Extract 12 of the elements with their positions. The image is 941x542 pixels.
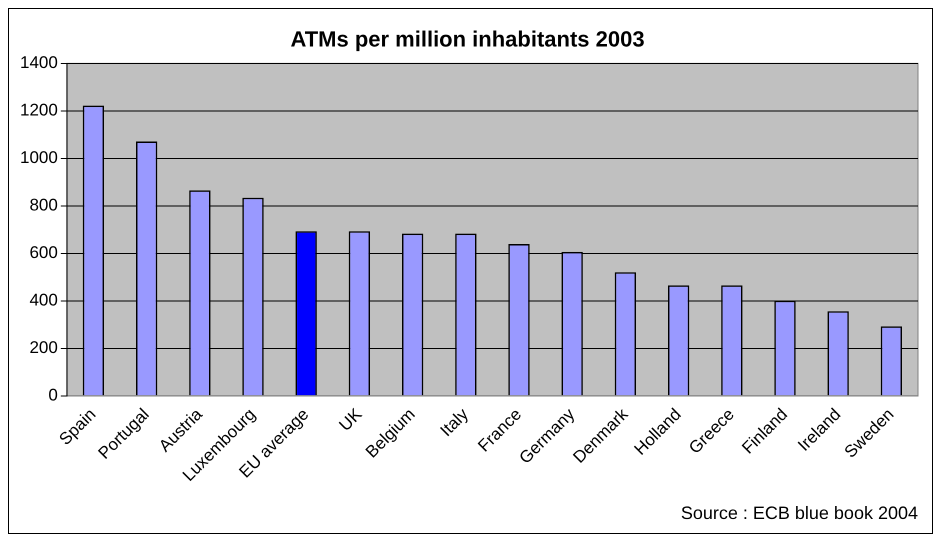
- y-tick-label: 0: [48, 385, 58, 404]
- y-tick-label: 400: [29, 290, 58, 310]
- y-tick-label: 200: [29, 338, 58, 357]
- x-tick-label: UK: [335, 404, 366, 435]
- y-tick-label: 600: [29, 243, 58, 262]
- y-tick-label: 800: [29, 196, 58, 215]
- y-tick-label: 1000: [20, 148, 58, 168]
- x-tick-label: Italy: [436, 404, 472, 440]
- y-tick-label: 1400: [20, 53, 58, 72]
- chart-title: ATMs per million inhabitants 2003: [290, 26, 645, 52]
- y-tick-label: 1200: [20, 100, 58, 120]
- source-note: Source : ECB blue book 2004: [680, 502, 918, 523]
